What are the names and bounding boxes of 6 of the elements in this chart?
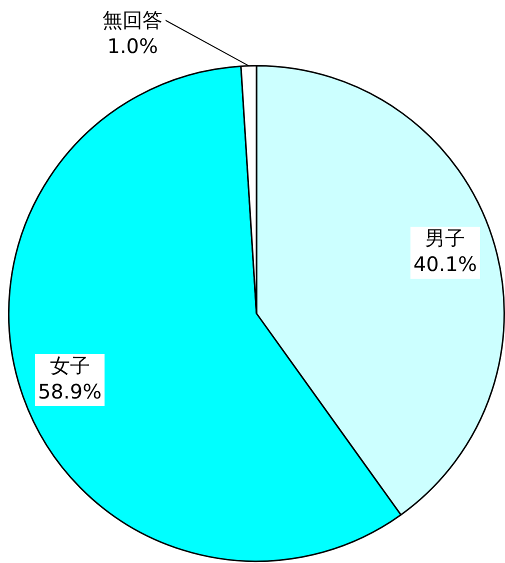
data-label: 40.1% <box>413 252 477 276</box>
data-label: 58.9% <box>38 379 102 404</box>
data-label: 1.0% <box>107 34 158 58</box>
slice-label: 無回答 <box>102 8 163 32</box>
slice-label: 男子 <box>425 226 466 250</box>
slice-label: 女子 <box>50 353 90 378</box>
